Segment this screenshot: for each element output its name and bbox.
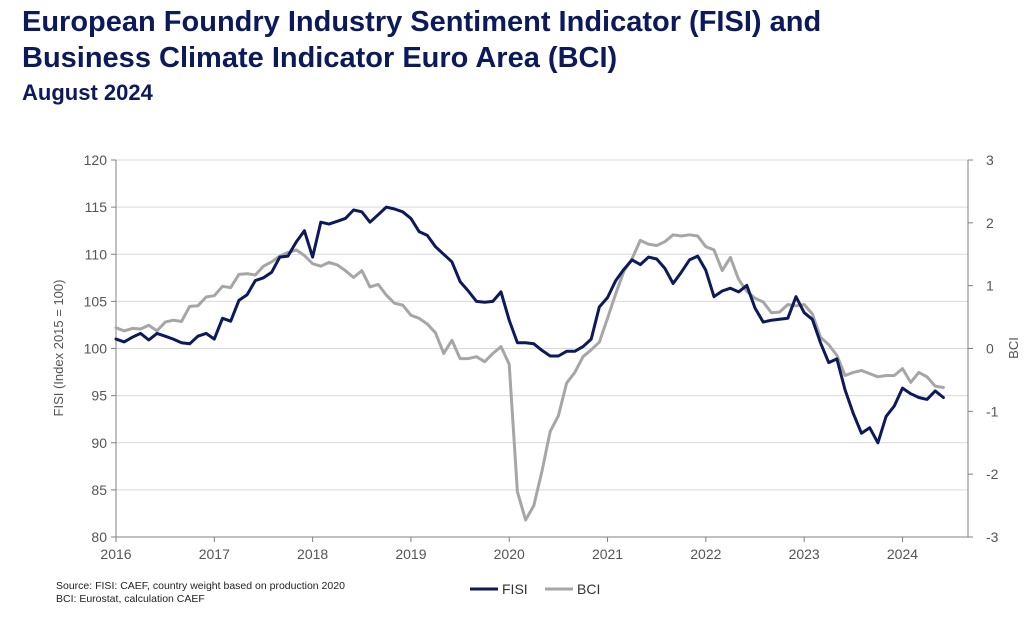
chart-title-line1: European Foundry Industry Sentiment Indi… xyxy=(22,6,822,38)
x-axis-tick-labels: 2016 2017 2018 2019 2020 2021 2022 2023 2024 xyxy=(100,546,918,562)
x-tick-label-2024: 2024 xyxy=(887,546,918,562)
x-tick-label-2018: 2018 xyxy=(297,546,328,562)
axes xyxy=(111,159,973,542)
right-tick-label-2: 2 xyxy=(986,215,994,231)
right-axis-tick-labels: -3 -2 -1 0 1 2 3 xyxy=(986,152,999,545)
right-tick-label-1: 1 xyxy=(986,278,994,294)
right-axis-title: BCI xyxy=(1006,337,1021,359)
left-tick-label-90: 90 xyxy=(91,435,107,451)
source-line-2: BCI: Eurostat, calculation CAEF xyxy=(56,593,205,605)
gridlines xyxy=(116,159,968,491)
right-tick-label-3: 3 xyxy=(986,152,994,168)
left-tick-label-110: 110 xyxy=(85,246,108,262)
right-tick-label-0: 0 xyxy=(986,341,994,357)
source-note: Source: FISI: CAEF, country weight based… xyxy=(56,580,345,606)
left-axis-title: FISI (Index 2015 = 100) xyxy=(51,280,66,417)
series-lines xyxy=(114,205,945,522)
legend-label-bci: BCI xyxy=(577,581,600,597)
left-tick-label-95: 95 xyxy=(91,388,107,404)
x-tick-label-2016: 2016 xyxy=(100,546,131,562)
left-tick-label-115: 115 xyxy=(85,199,108,215)
left-tick-label-80: 80 xyxy=(91,529,107,545)
chart-title: European Foundry Industry Sentiment Indi… xyxy=(22,4,821,107)
series-line-bci xyxy=(114,233,945,522)
right-tick-label--2: -2 xyxy=(986,466,999,482)
left-tick-label-85: 85 xyxy=(91,482,107,498)
legend: FISI BCI xyxy=(470,581,600,597)
right-tick-label--3: -3 xyxy=(986,529,999,545)
x-tick-label-2020: 2020 xyxy=(494,546,525,562)
legend-item-bci: BCI xyxy=(545,581,600,597)
x-tick-label-2023: 2023 xyxy=(789,546,820,562)
left-tick-label-105: 105 xyxy=(84,293,108,309)
x-tick-label-2019: 2019 xyxy=(395,546,426,562)
source-line-1: Source: FISI: CAEF, country weight based… xyxy=(56,580,345,592)
left-axis-tick-labels: 80 85 90 95 100 105 110 115 120 xyxy=(84,152,108,545)
chart-subtitle: August 2024 xyxy=(22,80,153,105)
legend-label-fisi: FISI xyxy=(502,581,528,597)
left-tick-label-100: 100 xyxy=(84,341,108,357)
x-tick-label-2021: 2021 xyxy=(592,546,623,562)
right-tick-label--1: -1 xyxy=(986,403,999,419)
chart-title-line2: Business Climate Indicator Euro Area (BC… xyxy=(22,42,618,74)
legend-item-fisi: FISI xyxy=(470,581,528,597)
x-tick-label-2017: 2017 xyxy=(199,546,230,562)
x-tick-label-2022: 2022 xyxy=(690,546,721,562)
series-line-fisi xyxy=(114,205,945,445)
left-tick-label-120: 120 xyxy=(84,152,108,168)
